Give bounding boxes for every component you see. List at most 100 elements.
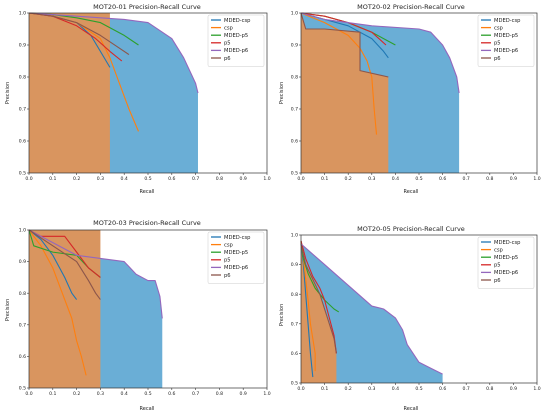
legend-entry: MDED-p6 bbox=[224, 48, 248, 54]
x-tick-label: 0.9 bbox=[510, 176, 517, 182]
y-tick-label: 0.8 bbox=[19, 75, 26, 81]
y-tick-label: 0.5 bbox=[19, 171, 26, 177]
chart-panel-mot20-02: MOT20-02 Precision-Recall Curve Recall P… bbox=[279, 3, 541, 195]
x-tick-label: 0.6 bbox=[168, 176, 175, 182]
y-tick-label: 1.0 bbox=[19, 11, 26, 17]
x-tick-label: 0.4 bbox=[392, 386, 399, 392]
legend-entry: MDED-p6 bbox=[494, 48, 518, 54]
x-axis-label: Recall bbox=[404, 406, 419, 412]
legend-entry: p6 bbox=[224, 56, 231, 62]
y-tick-label: 0.8 bbox=[291, 75, 298, 81]
legend-entry: MDED-csp bbox=[224, 18, 251, 24]
y-tick-label: 0.6 bbox=[291, 351, 298, 357]
x-tick-label: 0.0 bbox=[25, 391, 32, 397]
legend-entry: p5 bbox=[224, 41, 231, 47]
y-tick-label: 0.7 bbox=[291, 107, 298, 113]
x-tick-label: 0.1 bbox=[49, 391, 56, 397]
x-tick-label: 0.6 bbox=[168, 391, 175, 397]
x-tick-label: 0.0 bbox=[297, 386, 304, 392]
y-axis-label: Precision bbox=[279, 82, 285, 104]
series-line-p6 bbox=[300, 243, 337, 354]
x-tick-label: 1.0 bbox=[263, 176, 270, 182]
x-tick-label: 0.9 bbox=[240, 391, 247, 397]
series-line-mded-csp bbox=[28, 229, 78, 300]
x-axis-label: Recall bbox=[140, 189, 155, 195]
legend-entry: csp bbox=[224, 242, 234, 248]
y-tick-label: 0.8 bbox=[291, 292, 298, 298]
chart-panel-mot20-01: MOT20-01 Precision-Recall Curve Recall P… bbox=[5, 3, 271, 195]
area-fill-1 bbox=[29, 13, 110, 173]
x-tick-label: 0.2 bbox=[73, 391, 80, 397]
legend-entry: p6 bbox=[224, 273, 231, 279]
legend-entry: MDED-p5 bbox=[494, 33, 518, 39]
legend-entry: csp bbox=[224, 25, 234, 31]
x-tick-label: 0.1 bbox=[321, 386, 328, 392]
x-tick-label: 0.3 bbox=[368, 176, 375, 182]
x-tick-label: 0.2 bbox=[345, 176, 352, 182]
y-tick-label: 0.6 bbox=[19, 139, 26, 145]
legend-entry: MDED-csp bbox=[224, 235, 251, 241]
x-tick-label: 0.6 bbox=[439, 176, 446, 182]
x-tick-label: 0.7 bbox=[192, 391, 199, 397]
y-tick-label: 0.8 bbox=[19, 291, 26, 297]
y-tick-label: 0.6 bbox=[291, 139, 298, 145]
y-tick-label: 0.5 bbox=[291, 381, 298, 387]
x-tick-label: 0.6 bbox=[439, 386, 446, 392]
series-line-p6 bbox=[28, 12, 130, 56]
x-axis-label: Recall bbox=[404, 189, 419, 195]
area-fill-1 bbox=[301, 13, 389, 173]
series-line-csp bbox=[28, 229, 87, 376]
x-tick-label: 0.4 bbox=[392, 176, 399, 182]
x-tick-label: 0.0 bbox=[297, 176, 304, 182]
series-line-mded-csp bbox=[300, 240, 314, 378]
legend-entry: MDED-p5 bbox=[494, 255, 518, 261]
x-tick-label: 0.7 bbox=[192, 176, 199, 182]
legend-entry: p5 bbox=[494, 263, 501, 269]
y-axis-label: Precision bbox=[5, 299, 11, 321]
y-tick-label: 0.9 bbox=[19, 259, 26, 265]
x-axis-label: Recall bbox=[140, 406, 155, 412]
y-tick-label: 0.7 bbox=[291, 321, 298, 327]
x-tick-label: 0.3 bbox=[97, 176, 104, 182]
x-tick-label: 0.2 bbox=[345, 386, 352, 392]
legend-entry: p5 bbox=[494, 41, 501, 47]
x-tick-label: 0.1 bbox=[49, 176, 56, 182]
x-tick-label: 1.0 bbox=[263, 391, 270, 397]
series-line-mded-p5 bbox=[300, 240, 340, 313]
chart-panel-mot20-03: MOT20-03 Precision-Recall Curve Recall P… bbox=[5, 219, 271, 412]
x-tick-label: 0.3 bbox=[368, 386, 375, 392]
y-tick-label: 0.7 bbox=[19, 322, 26, 328]
y-tick-label: 0.7 bbox=[19, 107, 26, 113]
legend-entry: MDED-p5 bbox=[224, 33, 248, 39]
legend-entry: MDED-p5 bbox=[224, 250, 248, 256]
x-tick-label: 0.0 bbox=[25, 176, 32, 182]
series-line-csp bbox=[300, 12, 378, 135]
series-line-p5 bbox=[300, 240, 337, 354]
x-tick-label: 0.7 bbox=[463, 386, 470, 392]
series-line-csp bbox=[300, 240, 316, 372]
x-tick-label: 0.9 bbox=[510, 386, 517, 392]
chart-title: MOT20-03 Precision-Recall Curve bbox=[93, 219, 201, 227]
x-tick-label: 0.9 bbox=[240, 176, 247, 182]
y-tick-label: 0.9 bbox=[19, 43, 26, 49]
x-tick-label: 0.3 bbox=[97, 391, 104, 397]
legend-entry: csp bbox=[494, 25, 504, 31]
y-tick-label: 0.9 bbox=[291, 262, 298, 268]
y-tick-label: 1.0 bbox=[19, 228, 26, 234]
series-line-mded-p6 bbox=[300, 243, 443, 375]
x-tick-label: 0.8 bbox=[486, 386, 493, 392]
x-tick-label: 0.5 bbox=[144, 176, 151, 182]
x-tick-label: 1.0 bbox=[533, 386, 540, 392]
series-line-mded-p6 bbox=[28, 12, 199, 94]
x-tick-label: 0.7 bbox=[463, 176, 470, 182]
x-tick-label: 0.8 bbox=[216, 176, 223, 182]
area-fill-0 bbox=[301, 243, 443, 383]
y-tick-label: 0.9 bbox=[291, 43, 298, 49]
legend-entry: MDED-csp bbox=[494, 18, 521, 24]
chart-title: MOT20-02 Precision-Recall Curve bbox=[357, 3, 465, 11]
chart-title: MOT20-05 Precision-Recall Curve bbox=[357, 225, 465, 233]
chart-panel-mot20-05: MOT20-05 Precision-Recall Curve Recall P… bbox=[279, 225, 541, 412]
y-axis-label: Precision bbox=[5, 82, 11, 104]
